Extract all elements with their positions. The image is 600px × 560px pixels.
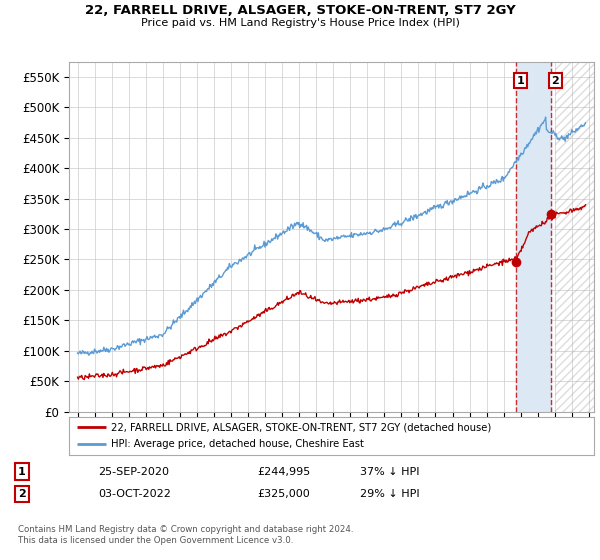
- Text: 37% ↓ HPI: 37% ↓ HPI: [360, 466, 419, 477]
- Bar: [555, 62, 600, 412]
- Text: 03-OCT-2022: 03-OCT-2022: [98, 489, 170, 499]
- Text: 1: 1: [18, 466, 26, 477]
- Bar: [555, 62, 600, 412]
- Text: 2: 2: [551, 76, 559, 86]
- Text: 22, FARRELL DRIVE, ALSAGER, STOKE-ON-TRENT, ST7 2GY (detached house): 22, FARRELL DRIVE, ALSAGER, STOKE-ON-TRE…: [111, 422, 491, 432]
- Text: 25-SEP-2020: 25-SEP-2020: [98, 466, 169, 477]
- Text: HPI: Average price, detached house, Cheshire East: HPI: Average price, detached house, Ches…: [111, 439, 364, 449]
- Bar: [516, 62, 551, 412]
- Text: 1: 1: [517, 76, 525, 86]
- Text: Price paid vs. HM Land Registry's House Price Index (HPI): Price paid vs. HM Land Registry's House …: [140, 18, 460, 28]
- Text: £244,995: £244,995: [257, 466, 311, 477]
- Text: 2: 2: [18, 489, 26, 499]
- Text: Contains HM Land Registry data © Crown copyright and database right 2024.
This d: Contains HM Land Registry data © Crown c…: [18, 525, 353, 545]
- Text: 29% ↓ HPI: 29% ↓ HPI: [360, 489, 419, 499]
- Text: 22, FARRELL DRIVE, ALSAGER, STOKE-ON-TRENT, ST7 2GY: 22, FARRELL DRIVE, ALSAGER, STOKE-ON-TRE…: [85, 4, 515, 17]
- Text: £325,000: £325,000: [257, 489, 310, 499]
